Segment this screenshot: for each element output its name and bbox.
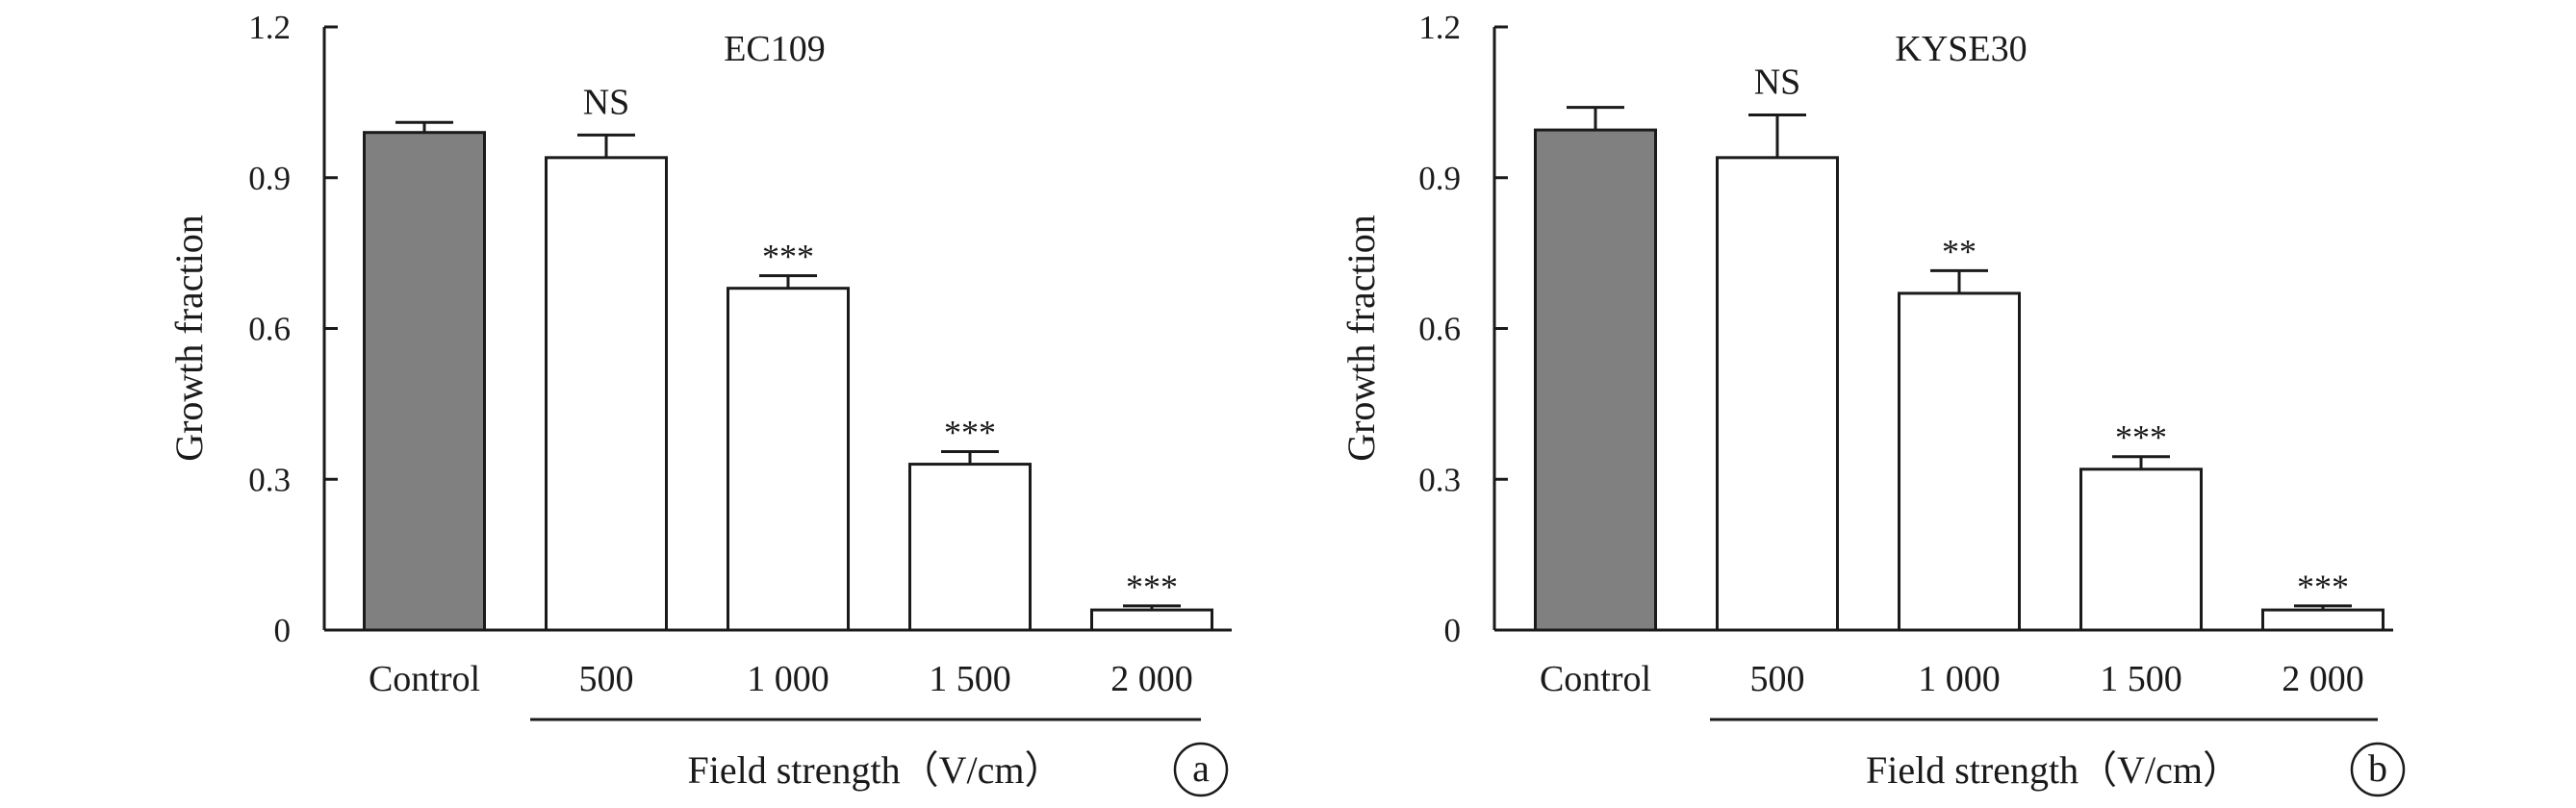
chart-title: KYSE30 — [1895, 29, 2027, 69]
x-tick-label: 1 000 — [747, 659, 829, 699]
significance-label: NS — [1754, 62, 1801, 102]
x-tick-label: 2 000 — [2282, 659, 2364, 699]
bar — [2079, 467, 2203, 632]
bar — [1090, 608, 1213, 632]
bar — [363, 131, 486, 632]
bar — [1898, 291, 2021, 632]
bar — [2261, 608, 2385, 632]
x-axis-label: Field strength（V/cm） — [1866, 748, 2241, 792]
bar — [908, 463, 1032, 632]
x-tick-label: 2 000 — [1110, 659, 1193, 699]
x-tick-label: 1 500 — [929, 659, 1011, 699]
panel-label: b — [2368, 746, 2387, 790]
y-tick-label: 0.3 — [1418, 461, 1461, 498]
bar — [1534, 128, 1657, 632]
chart-panel-b: 0 0.3 0.6 0.9 1.2 Growth fraction KYSE30 Contro… — [1339, 9, 2406, 797]
significance-label: *** — [2297, 568, 2349, 606]
bar — [1716, 156, 1839, 632]
significance-label: *** — [762, 238, 814, 276]
y-tick-label: 0.6 — [248, 311, 291, 348]
bar — [727, 287, 850, 632]
x-tick-label: 1 000 — [1918, 659, 2001, 699]
x-tick-label: 1 500 — [2100, 659, 2182, 699]
significance-label: *** — [1126, 568, 1178, 606]
chart-panel-a: 0 0.3 0.6 0.9 1.2 Growth fraction EC109 Control… — [167, 9, 1232, 797]
y-tick-label: 0.3 — [248, 461, 291, 498]
significance-label: ** — [1942, 232, 1977, 270]
y-tick-label: 1.2 — [248, 9, 291, 46]
panel-label: a — [1192, 746, 1210, 790]
y-tick-label: 0 — [274, 612, 292, 649]
significance-label: *** — [944, 414, 996, 452]
x-tick-label: 500 — [1750, 659, 1805, 699]
y-tick-label: 0.9 — [248, 160, 291, 197]
y-tick-label: 0 — [1444, 612, 1462, 649]
y-tick-label: 1.2 — [1418, 9, 1461, 46]
y-axis-label: Growth fraction — [167, 215, 211, 462]
y-tick-label: 0.9 — [1418, 160, 1461, 197]
x-axis-label: Field strength（V/cm） — [688, 748, 1063, 792]
significance-label: NS — [583, 82, 630, 122]
y-tick-label: 0.6 — [1418, 311, 1461, 348]
bar — [545, 156, 668, 632]
significance-label: *** — [2115, 418, 2167, 457]
panel-label-circle — [1173, 742, 1229, 797]
panel-label-circle — [2350, 742, 2406, 797]
y-axis-label: Growth fraction — [1339, 215, 1383, 462]
x-tick-label: Control — [1540, 659, 1651, 699]
x-tick-label: 500 — [579, 659, 634, 699]
chart-title: EC109 — [724, 29, 826, 69]
x-tick-label: Control — [369, 659, 480, 699]
